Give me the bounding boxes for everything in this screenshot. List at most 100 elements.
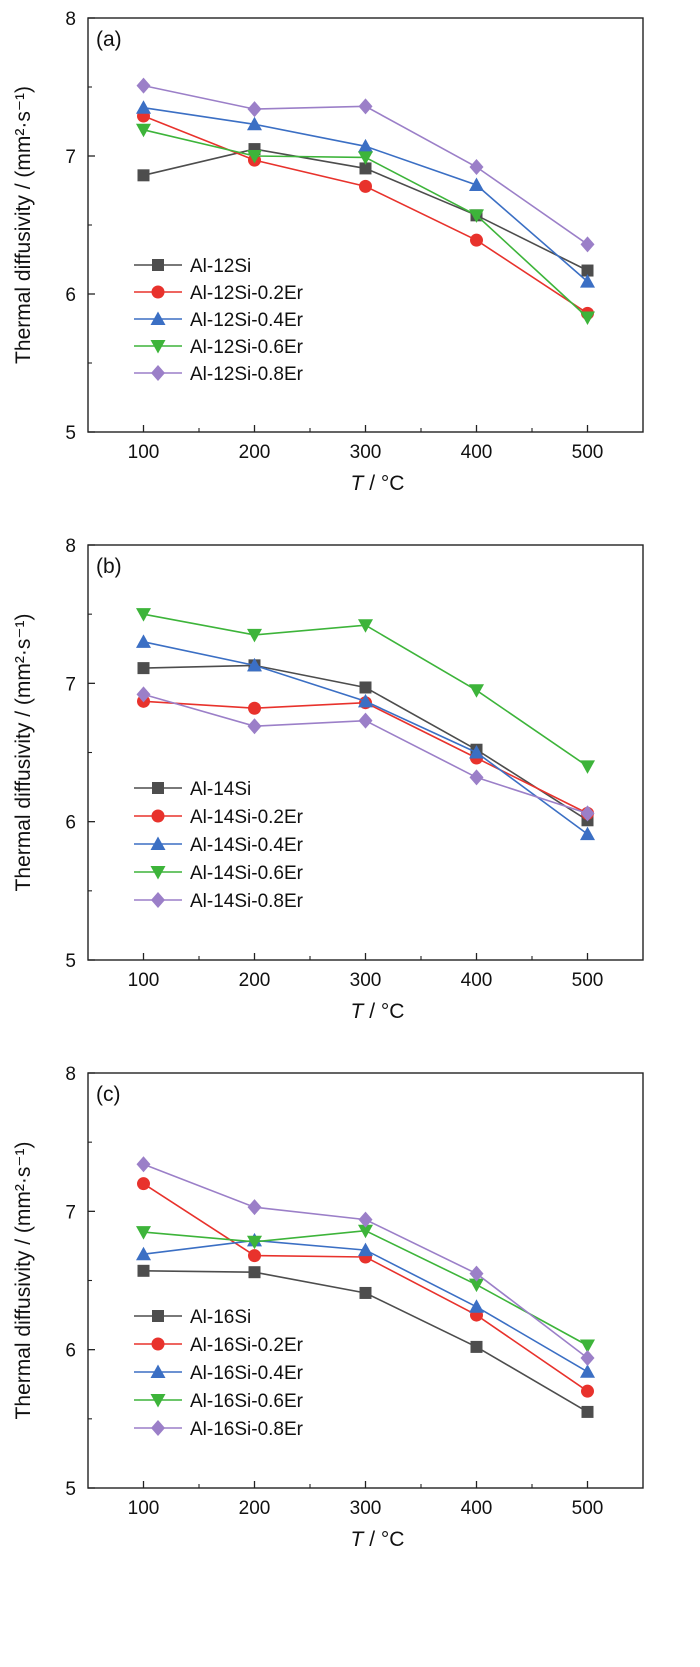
data-point	[470, 1340, 483, 1353]
x-axis-unit: / °C	[363, 1000, 404, 1023]
data-point	[136, 100, 151, 114]
legend-entry: Al-16Si-0.2Er	[134, 1335, 304, 1356]
legend: Al-14Si Al-14Si-0.2Er Al-14Si-0.4Er Al-14Si…	[134, 779, 304, 912]
legend-label: Al-14Si-0.6Er	[190, 863, 304, 884]
data-point	[580, 1364, 595, 1378]
data-point	[137, 169, 150, 182]
data-point	[469, 1265, 484, 1282]
x-tick-label: 400	[461, 442, 493, 463]
series-Al-14Si-0.6Er	[136, 608, 595, 774]
data-point	[580, 805, 595, 822]
y-tick-label: 5	[65, 423, 76, 444]
plot-frame	[87, 544, 644, 961]
data-point	[136, 1156, 151, 1173]
panel-label: (b)	[96, 555, 122, 578]
x-tick-label: 500	[572, 1498, 604, 1519]
data-point	[136, 634, 151, 648]
panel-label: (a)	[96, 28, 122, 51]
data-point	[247, 718, 262, 735]
data-point	[359, 162, 372, 175]
legend-entry: Al-12Si-0.2Er	[134, 283, 304, 304]
legend-entry: Al-14Si-0.8Er	[134, 891, 304, 912]
data-point	[469, 1299, 484, 1313]
data-point	[358, 138, 373, 153]
legend: Al-12Si Al-12Si-0.2Er Al-12Si-0.4Er Al-12Si…	[134, 256, 304, 385]
legend-entry: Al-12Si-0.4Er	[134, 310, 304, 331]
data-point	[358, 1224, 373, 1239]
series-Al-16Si-0.4Er	[136, 1232, 595, 1378]
chart-panel-3: 100 200 300 400 500 5 6 7 8 (c) T / °C Thermal diff…	[12, 1064, 644, 1551]
data-point	[469, 745, 484, 759]
legend-marker	[151, 365, 165, 381]
series-Al-14Si-0.8Er	[136, 686, 595, 822]
data-point	[248, 701, 261, 715]
series-Al-14Si	[137, 659, 594, 827]
series-Al-12Si-0.4Er	[136, 100, 595, 288]
x-tick-label: 500	[572, 970, 604, 991]
y-tick-label: 6	[65, 813, 76, 834]
x-tick-label: 100	[128, 1498, 160, 1519]
data-point	[469, 684, 484, 698]
data-point	[136, 1246, 151, 1261]
legend-marker	[151, 1420, 165, 1436]
legend-entry: Al-14Si-0.6Er	[134, 863, 304, 884]
x-tick-label: 400	[461, 970, 493, 991]
legend-label: Al-12Si	[190, 256, 251, 277]
data-point	[580, 1349, 595, 1366]
data-point	[247, 1199, 262, 1216]
data-point	[580, 274, 595, 288]
series-line	[143, 641, 588, 835]
y-tick-label: 7	[65, 674, 76, 695]
data-point	[358, 712, 373, 729]
data-point	[358, 151, 373, 165]
x-tick-label: 400	[461, 1498, 493, 1519]
data-point	[358, 1211, 373, 1228]
data-point	[469, 177, 484, 191]
legend-label: Al-16Si-0.6Er	[190, 1391, 304, 1412]
legend-label: Al-12Si-0.2Er	[190, 283, 304, 304]
x-tick-label: 300	[350, 442, 382, 463]
data-point	[359, 1286, 372, 1299]
legend-label: Al-12Si-0.8Er	[190, 364, 304, 385]
x-axis-unit: / °C	[363, 472, 404, 495]
x-tick-label: 200	[239, 1498, 271, 1519]
legend-label: Al-14Si-0.8Er	[190, 891, 304, 912]
chart-panel-2: 100 200 300 400 500 5 6 7 8 (b) T / °C Thermal diff…	[12, 536, 644, 1023]
data-point	[247, 116, 262, 131]
legend-marker	[152, 259, 164, 271]
y-tick-label: 8	[65, 1064, 76, 1085]
series-Al-12Si-0.8Er	[136, 77, 595, 253]
data-point	[580, 311, 595, 325]
plot-frame	[87, 1072, 644, 1489]
data-point	[247, 657, 262, 672]
y-tick-label: 8	[65, 536, 76, 557]
x-tick-label: 100	[128, 970, 160, 991]
legend-label: Al-16Si-0.2Er	[190, 1335, 304, 1356]
legend-entry: Al-16Si-0.6Er	[134, 1391, 304, 1412]
chart-panel-1: 100 200 300 400 500 5 6 7 8 (a) T / °C Thermal diff…	[12, 9, 644, 495]
legend-label: Al-12Si-0.4Er	[190, 310, 304, 331]
x-tick-label: 500	[572, 442, 604, 463]
legend-entry: Al-14Si-0.2Er	[134, 807, 304, 828]
data-point	[247, 101, 262, 118]
data-point	[248, 1249, 261, 1263]
data-point	[358, 98, 373, 115]
data-point	[136, 608, 151, 622]
y-tick-label: 6	[65, 285, 76, 306]
x-axis-unit: / °C	[363, 1528, 404, 1551]
y-tick-label: 5	[65, 1479, 76, 1500]
y-axis-title: Thermal diffusivity / (mm²·s⁻¹)	[12, 86, 35, 364]
legend-marker	[150, 311, 166, 325]
legend-label: Al-14Si	[190, 779, 251, 800]
legend-entry: Al-12Si	[134, 256, 251, 277]
data-point	[358, 693, 373, 708]
x-tick-label: 300	[350, 1498, 382, 1519]
legend-label: Al-16Si-0.8Er	[190, 1419, 304, 1440]
data-point	[581, 264, 594, 277]
y-tick-label: 6	[65, 1341, 76, 1362]
legend-marker	[150, 340, 166, 354]
legend-marker	[150, 836, 166, 850]
x-axis-title: T / °C	[351, 1528, 405, 1551]
x-axis-title: T / °C	[351, 1000, 405, 1023]
